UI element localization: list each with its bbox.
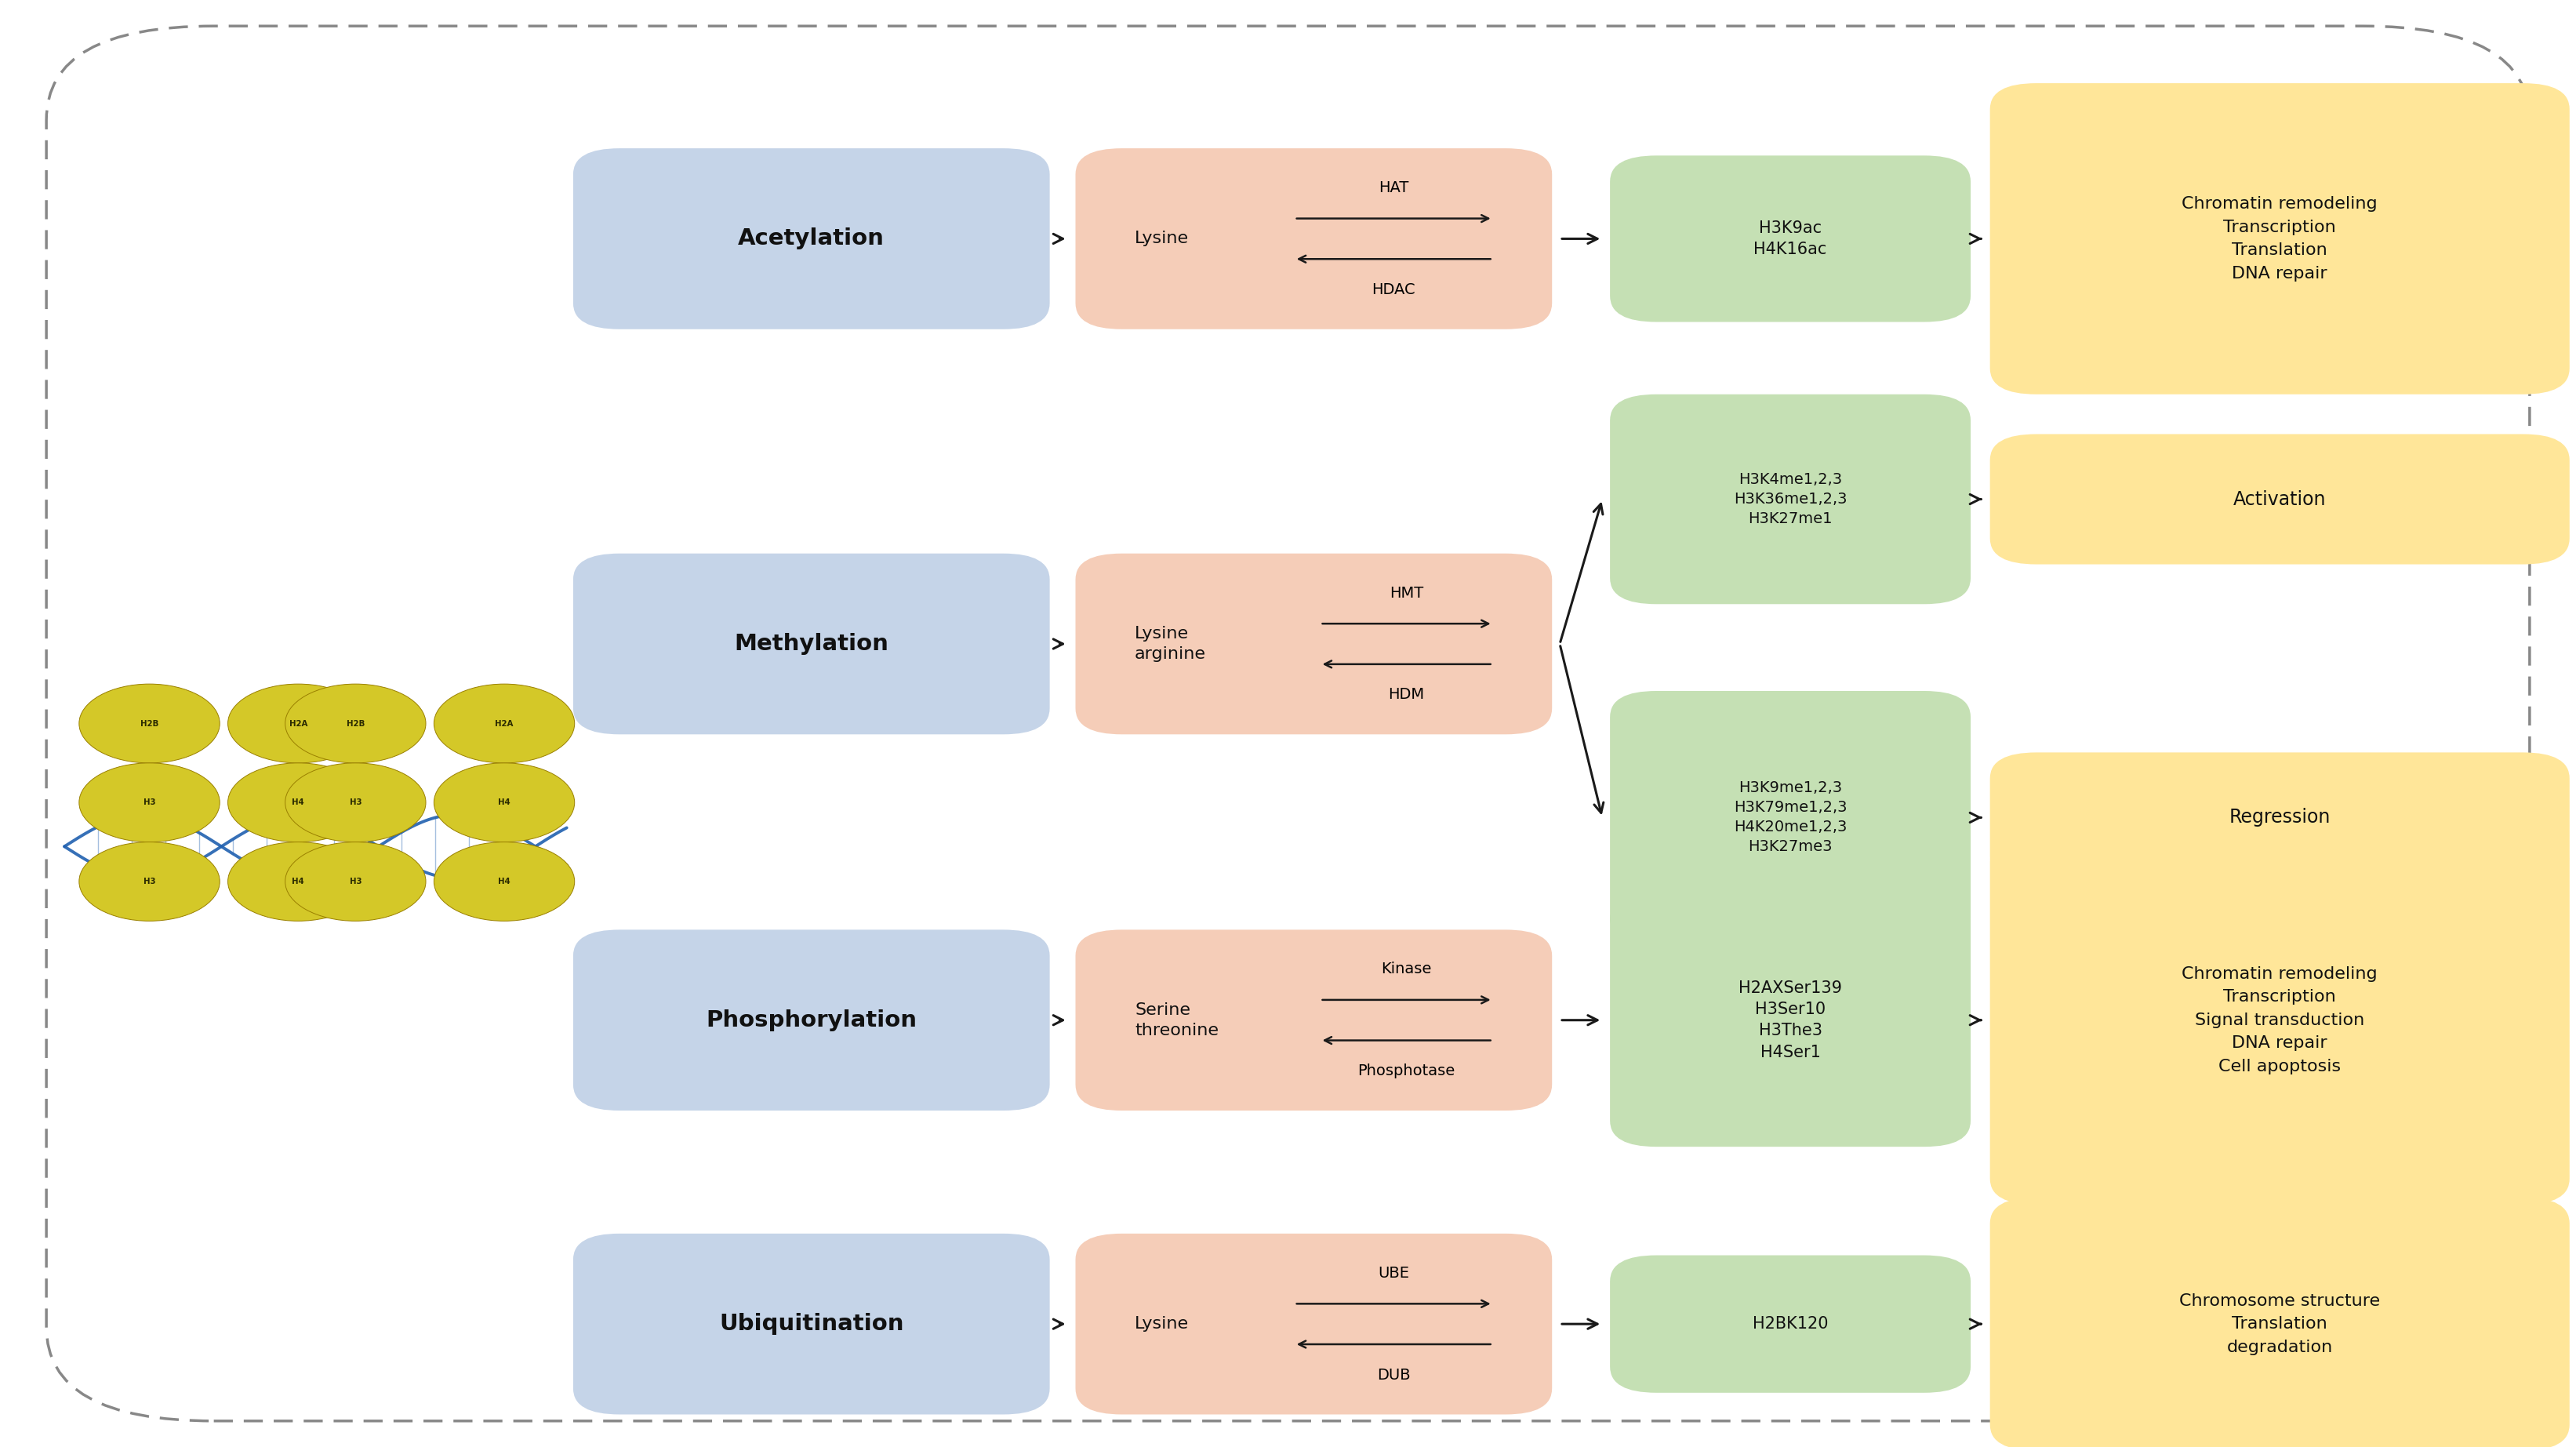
Text: Acetylation: Acetylation bbox=[739, 227, 884, 250]
Text: H3: H3 bbox=[144, 799, 155, 806]
Text: H4: H4 bbox=[291, 799, 304, 806]
Text: Phosphotase: Phosphotase bbox=[1358, 1064, 1455, 1078]
FancyBboxPatch shape bbox=[574, 148, 1051, 328]
Text: UBE: UBE bbox=[1378, 1266, 1409, 1281]
Circle shape bbox=[433, 684, 574, 763]
Text: H4: H4 bbox=[291, 877, 304, 886]
FancyBboxPatch shape bbox=[1991, 82, 2571, 395]
Text: H3K9ac
H4K16ac: H3K9ac H4K16ac bbox=[1754, 220, 1826, 258]
Circle shape bbox=[286, 684, 425, 763]
FancyBboxPatch shape bbox=[574, 930, 1051, 1111]
Text: H3: H3 bbox=[144, 877, 155, 886]
Circle shape bbox=[227, 684, 368, 763]
Text: HDAC: HDAC bbox=[1373, 282, 1414, 297]
Text: Lysine: Lysine bbox=[1136, 1317, 1190, 1331]
Text: H2AXSer139
H3Ser10
H3The3
H4Ser1: H2AXSer139 H3Ser10 H3The3 H4Ser1 bbox=[1739, 980, 1842, 1061]
Circle shape bbox=[286, 842, 425, 922]
Text: H3: H3 bbox=[350, 877, 361, 886]
Text: H2A: H2A bbox=[495, 719, 513, 728]
FancyBboxPatch shape bbox=[46, 26, 2530, 1421]
Circle shape bbox=[227, 842, 368, 922]
FancyBboxPatch shape bbox=[1610, 894, 1971, 1146]
FancyBboxPatch shape bbox=[574, 553, 1051, 734]
Text: Chromatin remodeling
Transcription
Translation
DNA repair: Chromatin remodeling Transcription Trans… bbox=[2182, 197, 2378, 281]
FancyBboxPatch shape bbox=[1991, 752, 2571, 883]
Circle shape bbox=[80, 684, 219, 763]
Text: HDM: HDM bbox=[1388, 687, 1425, 702]
FancyBboxPatch shape bbox=[1991, 1198, 2571, 1447]
Text: Lysine
arginine: Lysine arginine bbox=[1136, 625, 1206, 663]
Text: Kinase: Kinase bbox=[1381, 962, 1432, 977]
Text: Chromatin remodeling
Transcription
Signal transduction
DNA repair
Cell apoptosis: Chromatin remodeling Transcription Signa… bbox=[2182, 965, 2378, 1075]
Text: H3: H3 bbox=[350, 799, 361, 806]
Text: H3K4me1,2,3
H3K36me1,2,3
H3K27me1: H3K4me1,2,3 H3K36me1,2,3 H3K27me1 bbox=[1734, 472, 1847, 527]
Text: Lysine: Lysine bbox=[1136, 232, 1190, 246]
FancyBboxPatch shape bbox=[1077, 930, 1551, 1111]
Text: H2B: H2B bbox=[139, 719, 160, 728]
Text: Ubiquitination: Ubiquitination bbox=[719, 1312, 904, 1336]
Text: H2A: H2A bbox=[289, 719, 307, 728]
Text: Regression: Regression bbox=[2228, 807, 2331, 828]
Circle shape bbox=[433, 763, 574, 842]
FancyBboxPatch shape bbox=[574, 1233, 1051, 1415]
Circle shape bbox=[286, 763, 425, 842]
Circle shape bbox=[80, 763, 219, 842]
Text: Serine
threonine: Serine threonine bbox=[1136, 1001, 1218, 1039]
FancyBboxPatch shape bbox=[1610, 692, 1971, 943]
Text: HMT: HMT bbox=[1388, 586, 1425, 601]
Text: DUB: DUB bbox=[1378, 1367, 1409, 1382]
Text: H2B: H2B bbox=[345, 719, 366, 728]
Circle shape bbox=[227, 763, 368, 842]
Text: Activation: Activation bbox=[2233, 489, 2326, 509]
Circle shape bbox=[433, 842, 574, 922]
FancyBboxPatch shape bbox=[1077, 553, 1551, 734]
Text: H4: H4 bbox=[497, 877, 510, 886]
FancyBboxPatch shape bbox=[1610, 1255, 1971, 1392]
Text: HAT: HAT bbox=[1378, 181, 1409, 195]
Text: H2BK120: H2BK120 bbox=[1752, 1317, 1829, 1331]
Text: Methylation: Methylation bbox=[734, 632, 889, 655]
Text: H4: H4 bbox=[497, 799, 510, 806]
FancyBboxPatch shape bbox=[1610, 395, 1971, 605]
Text: H3K9me1,2,3
H3K79me1,2,3
H4K20me1,2,3
H3K27me3: H3K9me1,2,3 H3K79me1,2,3 H4K20me1,2,3 H3… bbox=[1734, 781, 1847, 854]
FancyBboxPatch shape bbox=[1077, 1233, 1551, 1415]
FancyBboxPatch shape bbox=[1991, 434, 2571, 564]
Text: Phosphorylation: Phosphorylation bbox=[706, 1009, 917, 1032]
Text: Chromosome structure
Translation
degradation: Chromosome structure Translation degrada… bbox=[2179, 1294, 2380, 1354]
FancyBboxPatch shape bbox=[1610, 156, 1971, 323]
FancyBboxPatch shape bbox=[1077, 148, 1551, 328]
FancyBboxPatch shape bbox=[1991, 836, 2571, 1204]
Circle shape bbox=[80, 842, 219, 922]
